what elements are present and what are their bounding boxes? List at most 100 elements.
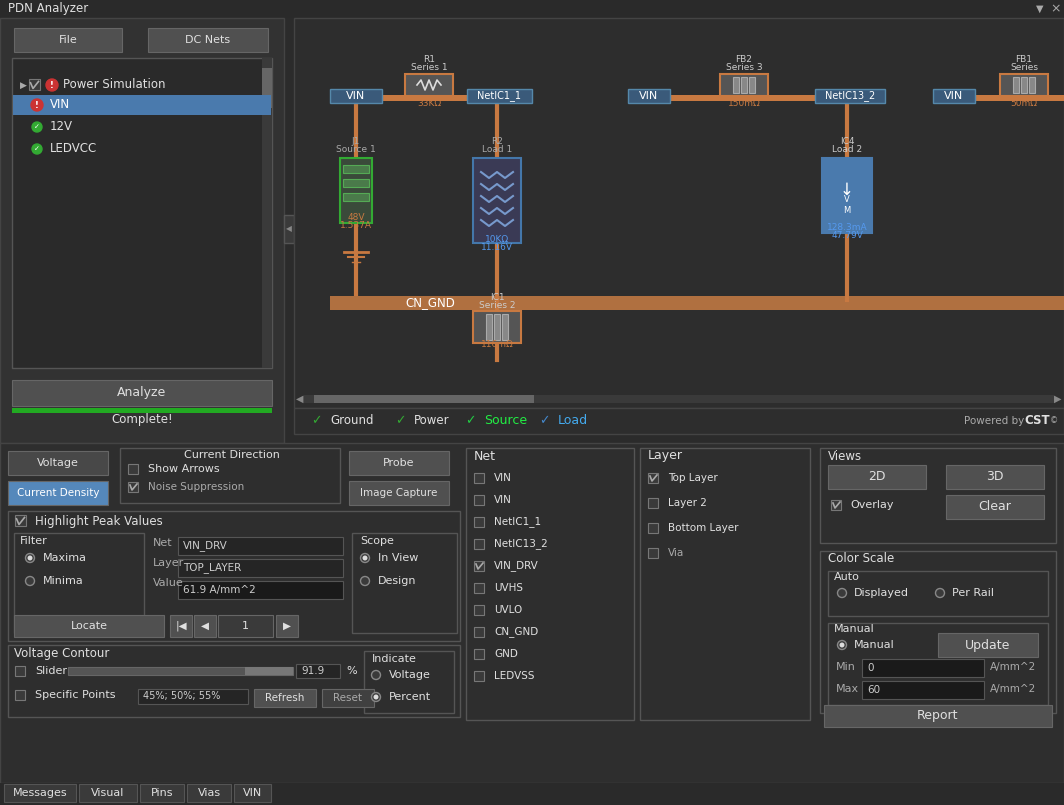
Text: Top Layer: Top Layer [668, 473, 718, 483]
Text: Power: Power [414, 415, 450, 427]
Bar [15, 690, 24, 700]
Circle shape [837, 641, 847, 650]
Bar [933, 89, 975, 103]
Bar [284, 215, 294, 243]
Bar [178, 581, 343, 599]
Circle shape [28, 555, 33, 560]
Bar [946, 465, 1044, 489]
Text: Maxima: Maxima [43, 553, 87, 563]
Bar [473, 671, 484, 681]
Circle shape [935, 588, 945, 597]
Bar [138, 689, 248, 704]
Bar [862, 659, 984, 677]
Bar [473, 649, 484, 659]
Bar [720, 74, 768, 96]
Bar [9, 451, 109, 475]
Text: ✓: ✓ [538, 415, 549, 427]
Bar [473, 473, 484, 483]
Text: 60: 60 [867, 685, 880, 695]
Bar [473, 158, 521, 243]
Text: FB1: FB1 [1015, 56, 1032, 64]
Bar [349, 481, 449, 505]
Text: CST: CST [1024, 415, 1049, 427]
Text: Scope: Scope [360, 536, 394, 546]
Text: Slider: Slider [35, 666, 67, 676]
Bar [648, 548, 658, 558]
Text: Series 1: Series 1 [411, 64, 447, 72]
Text: Analyze: Analyze [117, 386, 167, 399]
Bar [128, 464, 138, 474]
Bar [245, 667, 293, 675]
Text: 91.9: 91.9 [301, 666, 325, 676]
Bar [68, 667, 293, 675]
Text: Layer: Layer [153, 558, 184, 568]
Circle shape [839, 642, 845, 647]
Bar [9, 481, 109, 505]
Text: 61.9 A/mm^2: 61.9 A/mm^2 [183, 585, 255, 595]
Text: VIN: VIN [639, 91, 659, 101]
Text: ✓: ✓ [465, 415, 476, 427]
Bar [820, 448, 1055, 543]
Bar [322, 689, 375, 707]
Text: Voltage: Voltage [37, 458, 79, 468]
Text: UVHS: UVHS [494, 583, 523, 593]
Bar [641, 448, 810, 720]
Text: Specific Points: Specific Points [35, 690, 116, 700]
Circle shape [32, 122, 41, 132]
Text: Source: Source [484, 415, 527, 427]
Text: ✓: ✓ [311, 415, 321, 427]
Bar [234, 784, 271, 802]
Text: 3D: 3D [986, 470, 1003, 484]
Bar [14, 533, 144, 633]
Circle shape [371, 671, 381, 679]
Text: Net: Net [153, 538, 172, 548]
Bar [473, 605, 484, 615]
Bar [15, 666, 24, 676]
Text: Minima: Minima [43, 576, 84, 586]
Text: 150mΩ: 150mΩ [728, 100, 761, 109]
Bar [128, 482, 138, 492]
Text: 2D: 2D [868, 470, 885, 484]
Bar [187, 784, 231, 802]
Text: Percent: Percent [389, 692, 431, 702]
Bar [9, 511, 460, 641]
Text: DC Nets: DC Nets [185, 35, 231, 45]
Text: Layer: Layer [648, 449, 683, 463]
Text: 128.3mA: 128.3mA [827, 224, 867, 233]
Text: 47.79V: 47.79V [831, 232, 863, 241]
Text: VIN: VIN [347, 91, 366, 101]
Bar [304, 395, 1054, 403]
Circle shape [373, 695, 379, 700]
Text: Load: Load [558, 415, 588, 427]
Text: Auto: Auto [834, 572, 860, 582]
Text: ↓: ↓ [841, 181, 854, 199]
Bar [828, 465, 926, 489]
Text: Load 2: Load 2 [832, 146, 862, 155]
Text: J1: J1 [352, 138, 361, 147]
Text: Power Simulation: Power Simulation [63, 79, 166, 92]
Text: Series 2: Series 2 [479, 302, 515, 311]
Text: 48V: 48V [347, 213, 365, 222]
Text: VIN_DRV: VIN_DRV [183, 540, 228, 551]
Bar [815, 89, 885, 103]
Text: Reset: Reset [333, 693, 363, 703]
Text: Pins: Pins [151, 788, 173, 798]
Bar [494, 314, 500, 340]
Bar [466, 448, 634, 720]
Text: Ground: Ground [330, 415, 373, 427]
Text: Refresh: Refresh [265, 693, 304, 703]
Bar [262, 58, 272, 368]
Bar [296, 664, 340, 678]
Text: Design: Design [378, 576, 416, 586]
Text: 11.16V: 11.16V [481, 243, 513, 253]
Text: Via: Via [668, 548, 684, 558]
Circle shape [361, 576, 369, 585]
Bar [467, 89, 532, 103]
Text: Noise Suppression: Noise Suppression [148, 482, 245, 492]
Text: Visual: Visual [92, 788, 124, 798]
Text: UVLO: UVLO [494, 605, 522, 615]
Text: 1.537A: 1.537A [340, 221, 372, 230]
Text: Net: Net [473, 449, 496, 463]
Text: TOP_LAYER: TOP_LAYER [183, 563, 242, 573]
Circle shape [32, 144, 41, 154]
